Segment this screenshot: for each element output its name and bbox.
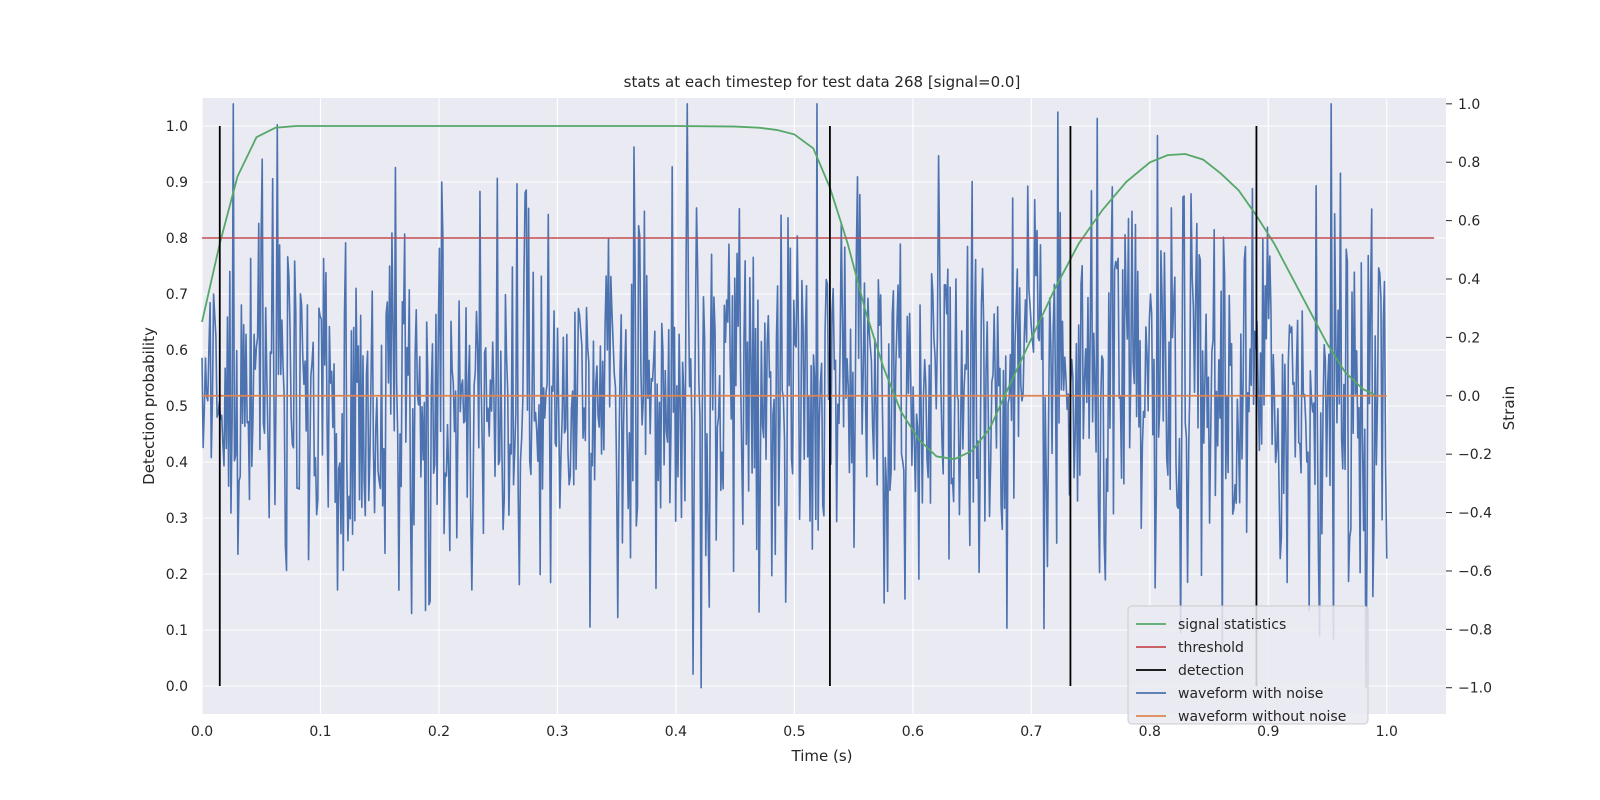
y-right-tick-label: 0.2 (1458, 330, 1480, 346)
y-left-tick-label: 0.6 (166, 343, 188, 359)
legend-label: waveform without noise (1178, 709, 1346, 725)
y-right-tick-label: −1.0 (1458, 681, 1492, 697)
legend-label: signal statistics (1178, 617, 1286, 633)
x-tick-label: 1.0 (1376, 724, 1398, 740)
y-left-tick-label: 0.5 (166, 399, 188, 415)
y-left-tick-label: 0.4 (166, 455, 188, 471)
y-left-tick-label: 0.9 (166, 175, 188, 191)
y-left-tick-label: 0.8 (166, 231, 188, 247)
y-left-tick-label: 0.7 (166, 287, 188, 303)
y-right-axis-label: Strain (1500, 386, 1518, 430)
x-tick-label: 0.4 (665, 724, 687, 740)
x-tick-label: 0.5 (783, 724, 805, 740)
y-right-tick-label: 1.0 (1458, 97, 1480, 113)
x-tick-label: 0.6 (902, 724, 924, 740)
chart-title: stats at each timestep for test data 268… (624, 73, 1021, 91)
legend-label: detection (1178, 663, 1244, 679)
y-left-axis-label: Detection probability (140, 327, 158, 485)
x-tick-label: 0.8 (1139, 724, 1161, 740)
y-left-tick-label: 0.1 (166, 623, 188, 639)
series-detection (218, 126, 1258, 686)
y-right-tick-label: 0.8 (1458, 155, 1480, 171)
y-right-tick-label: −0.4 (1458, 506, 1492, 522)
y-left-tick-label: 0.3 (166, 511, 188, 527)
x-axis-ticks: 0.0 0.1 0.2 0.3 0.4 0.5 0.6 0.7 0.8 0.9 1.0 (191, 724, 1398, 740)
y-right-tick-label: −0.6 (1458, 564, 1492, 580)
y-left-tick-label: 1.0 (166, 119, 188, 135)
legend-box (1127, 605, 1369, 725)
y-left-tick-label: 0.2 (166, 567, 188, 583)
y-left-tick-label: 0.0 (166, 679, 188, 695)
x-tick-label: 0.2 (428, 724, 450, 740)
x-tick-label: 0.3 (546, 724, 568, 740)
legend: signal statistics threshold detection wavef… (1127, 605, 1369, 725)
y-right-tick-label: 0.4 (1458, 272, 1480, 288)
y-right-tick-label: −0.2 (1458, 447, 1492, 463)
signal-statistics-line (201, 125, 1376, 461)
legend-label: waveform with noise (1178, 686, 1323, 702)
x-axis-label: Time (s) (791, 747, 853, 765)
x-tick-label: 0.9 (1257, 724, 1279, 740)
y-right-axis-ticks: −1.0 −0.8 −0.6 −0.4 −0.2 0.0 0.2 0.4 0.6 0.8 1.0 (1446, 97, 1492, 697)
x-tick-label: 0.0 (191, 724, 213, 740)
y-left-axis-ticks: 0.0 0.1 0.2 0.3 0.4 0.5 0.6 0.7 0.8 0.9 1.0 (166, 119, 188, 695)
y-right-tick-label: 0.0 (1458, 389, 1480, 405)
y-right-tick-label: −0.8 (1458, 622, 1492, 638)
legend-label: threshold (1178, 640, 1244, 656)
x-tick-label: 0.1 (309, 724, 331, 740)
waveform-with-noise-line (201, 103, 1388, 689)
series-signal-statistics (201, 125, 1376, 461)
series-waveform-with-noise (201, 103, 1388, 689)
y-right-tick-label: 0.6 (1458, 214, 1480, 230)
x-tick-label: 0.7 (1020, 724, 1042, 740)
